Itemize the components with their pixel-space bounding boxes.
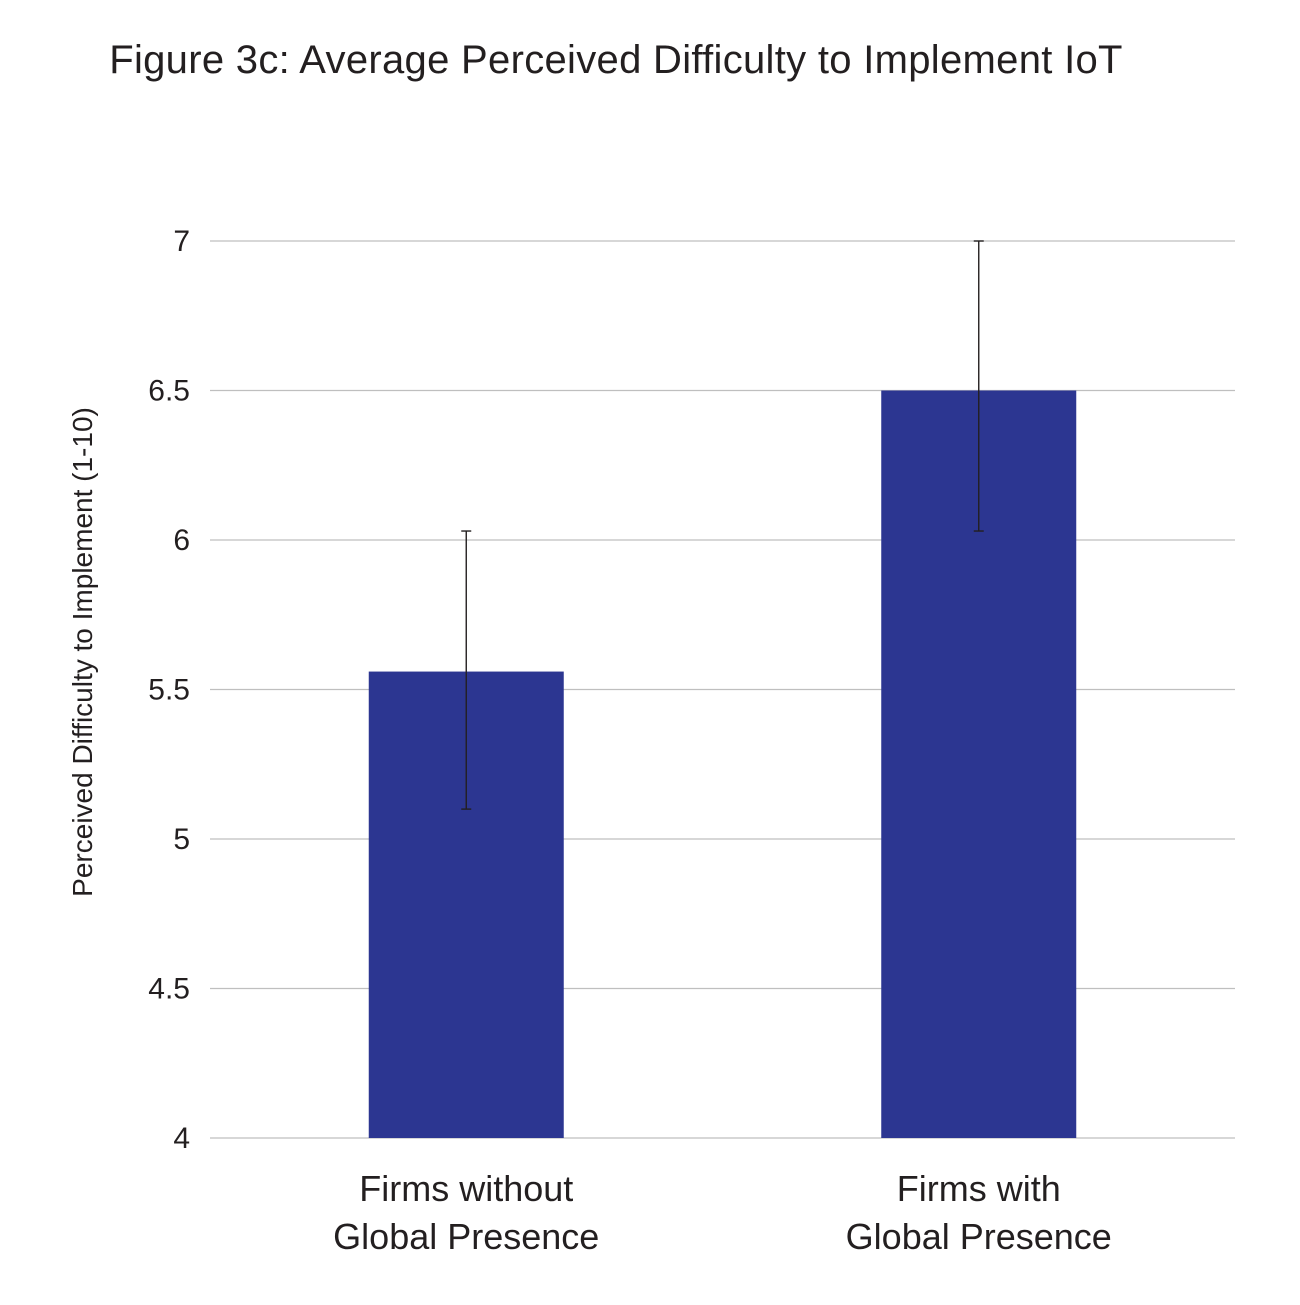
y-axis-label: Perceived Difficulty to Implement (1-10) <box>67 407 98 897</box>
y-tick-label: 4 <box>173 1122 190 1155</box>
x-tick-label: Global Presence <box>846 1216 1112 1257</box>
y-tick-label: 7 <box>173 225 190 258</box>
x-tick-label: Firms with <box>897 1168 1061 1209</box>
y-tick-label: 5.5 <box>148 674 190 707</box>
chart-title: Figure 3c: Average Perceived Difficulty … <box>109 38 1123 82</box>
x-tick-label: Global Presence <box>333 1216 599 1257</box>
y-tick-label: 6 <box>173 524 190 557</box>
y-tick-label: 4.5 <box>148 973 190 1006</box>
x-tick-label: Firms without <box>359 1168 573 1209</box>
y-tick-label: 5 <box>173 823 190 856</box>
y-tick-label: 6.5 <box>148 375 190 408</box>
